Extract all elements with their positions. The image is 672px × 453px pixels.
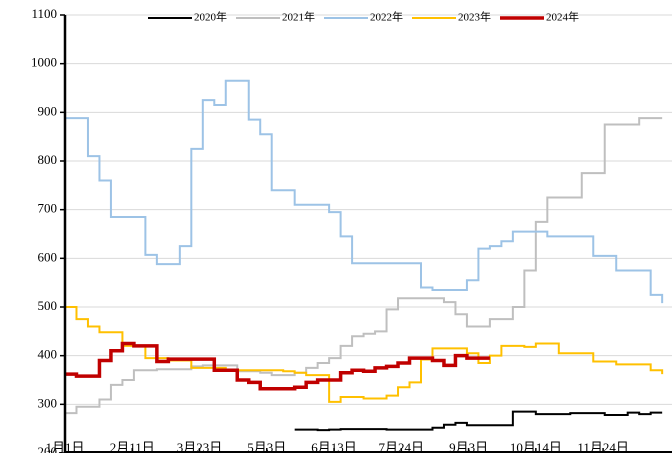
legend-label: 2023年	[458, 10, 491, 24]
y-tick-label: 500	[38, 298, 58, 313]
y-tick-label: 1100	[31, 6, 57, 21]
x-tick-label: 6月13日	[311, 440, 357, 453]
legend-label: 2020年	[194, 10, 227, 24]
y-tick-label: 400	[38, 347, 58, 362]
y-tick-label: 900	[38, 103, 58, 118]
series-line	[65, 79, 664, 304]
legend-label: 2024年	[546, 10, 579, 24]
x-tick-label: 3月23日	[177, 440, 223, 453]
series-line	[65, 341, 490, 391]
x-tick-label: 9月3日	[449, 440, 488, 453]
x-tick-label: 5月3日	[247, 440, 286, 453]
series-line	[294, 410, 663, 432]
y-tick-label: 300	[38, 395, 58, 410]
legend-label: 2022年	[370, 10, 403, 24]
x-tick-label: 7月24日	[379, 440, 425, 453]
x-tick-label: 11月24日	[577, 440, 629, 453]
legend-label: 2021年	[282, 10, 315, 24]
x-tick-label: 10月14日	[510, 440, 562, 453]
series-line	[65, 306, 664, 403]
y-tick-label: 800	[38, 152, 58, 167]
legend: 2020年 2021年 2022年 2023年 2024年	[148, 10, 579, 24]
series-line	[65, 117, 663, 415]
y-tick-label: 600	[38, 249, 58, 264]
y-tick-label: 200	[38, 444, 58, 453]
x-tick-label: 2月11日	[110, 440, 155, 453]
y-tick-label: 1000	[31, 55, 57, 70]
y-tick-label: 700	[38, 201, 58, 216]
